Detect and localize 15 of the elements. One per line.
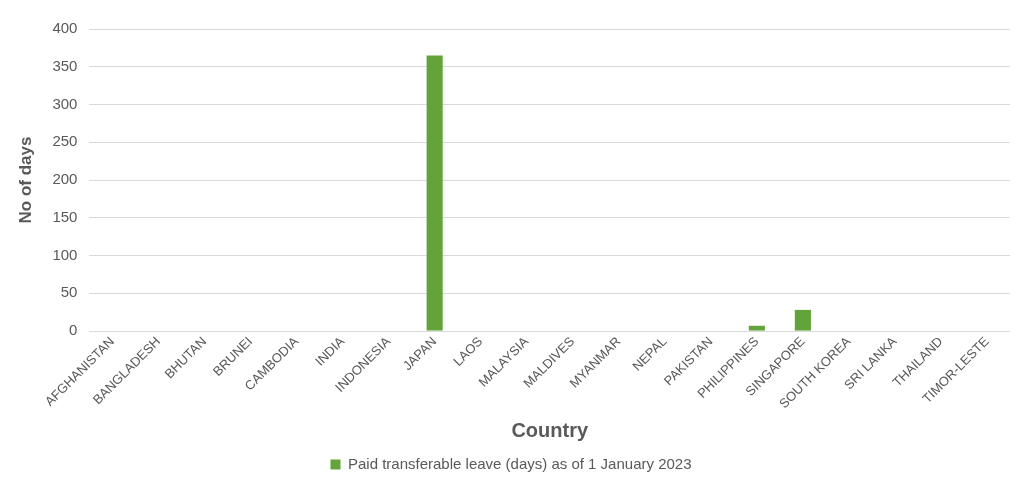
- bar: [426, 55, 443, 331]
- y-tick-label: 400: [52, 19, 78, 37]
- y-tick-label: 250: [52, 132, 78, 150]
- y-tick-label: 300: [52, 94, 78, 112]
- y-tick-label: 0: [69, 321, 78, 339]
- bar: [748, 325, 765, 331]
- y-tick-label: 200: [52, 170, 78, 188]
- x-axis-title: Country: [511, 418, 589, 441]
- y-tick-label: 350: [52, 56, 78, 74]
- bar: [794, 309, 811, 331]
- y-tick-label: 100: [52, 245, 78, 263]
- y-tick-label: 150: [52, 207, 78, 225]
- legend-label: Paid transferable leave (days) as of 1 January 2023: [347, 454, 692, 472]
- y-axis-title: No of days: [15, 136, 35, 224]
- y-tick-label: 50: [60, 283, 78, 301]
